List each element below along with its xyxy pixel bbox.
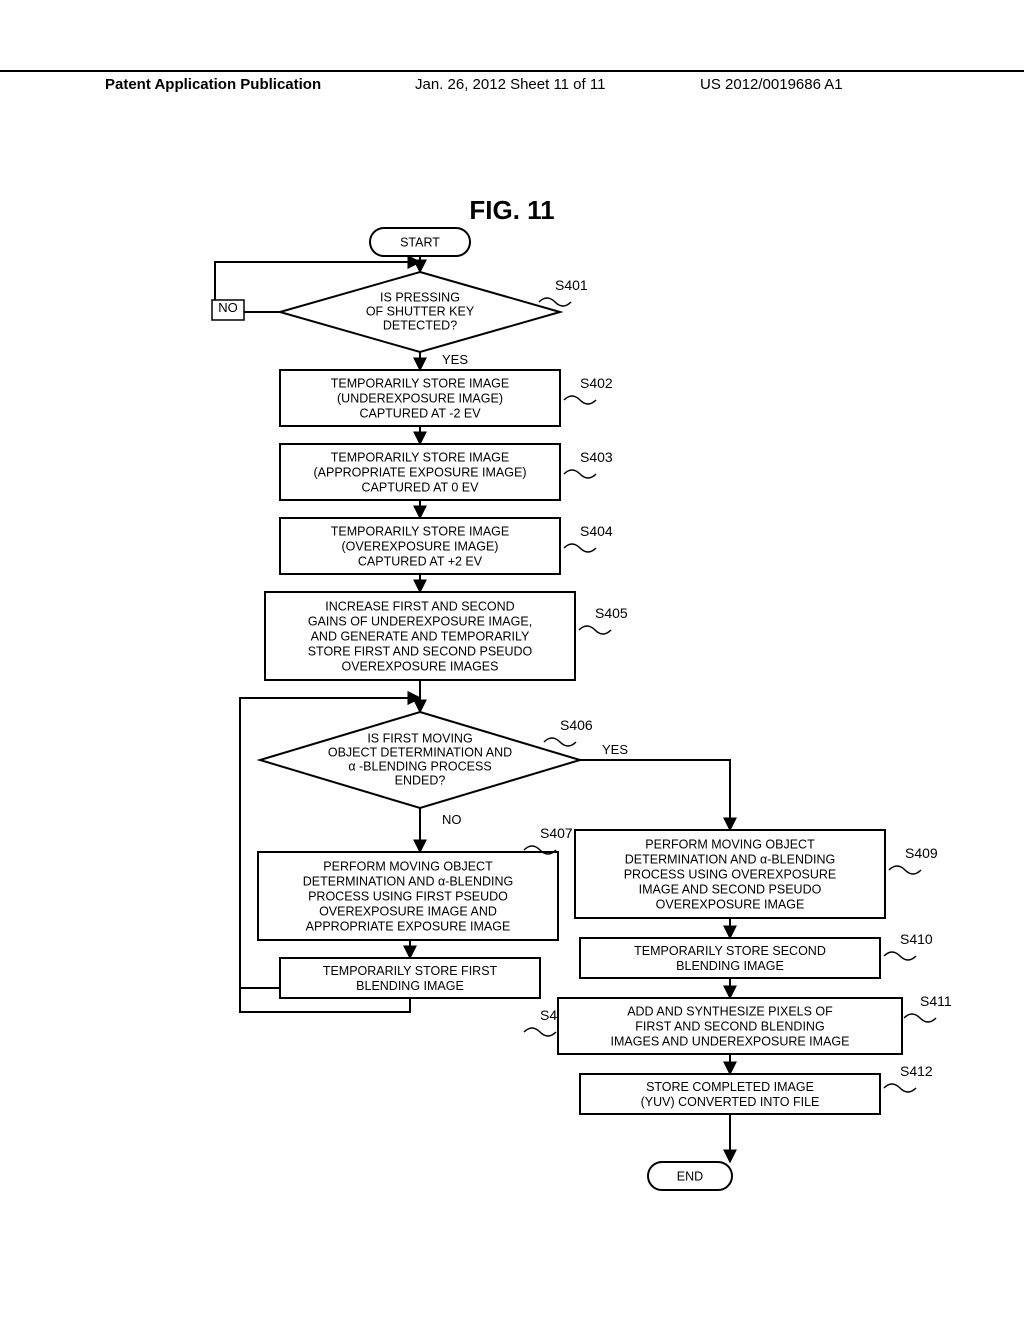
svg-text:AND GENERATE AND TEMPORARILY: AND GENERATE AND TEMPORARILY [311, 629, 530, 643]
svg-text:STORE FIRST AND SECOND PSEUDO: STORE FIRST AND SECOND PSEUDO [308, 644, 533, 658]
svg-text:CAPTURED AT +2 EV: CAPTURED AT +2 EV [358, 554, 483, 568]
svg-text:APPROPRIATE EXPOSURE IMAGE: APPROPRIATE EXPOSURE IMAGE [306, 919, 511, 933]
svg-text:OBJECT DETERMINATION AND: OBJECT DETERMINATION AND [328, 745, 512, 759]
svg-text:S409: S409 [905, 845, 938, 861]
svg-text:(UNDEREXPOSURE IMAGE): (UNDEREXPOSURE IMAGE) [337, 391, 503, 405]
svg-text:(APPROPRIATE EXPOSURE IMAGE): (APPROPRIATE EXPOSURE IMAGE) [313, 465, 526, 479]
svg-text:STORE COMPLETED IMAGE: STORE COMPLETED IMAGE [646, 1080, 814, 1094]
svg-text:S405: S405 [595, 605, 628, 621]
svg-text:INCREASE FIRST AND SECOND: INCREASE FIRST AND SECOND [325, 599, 514, 613]
svg-text:IS PRESSING: IS PRESSING [380, 290, 460, 304]
svg-text:OVEREXPOSURE IMAGES: OVEREXPOSURE IMAGES [342, 659, 499, 673]
svg-text:BLENDING IMAGE: BLENDING IMAGE [676, 959, 784, 973]
svg-text:DETERMINATION AND α-BLENDING: DETERMINATION AND α-BLENDING [625, 852, 836, 866]
svg-text:YES: YES [442, 352, 468, 367]
svg-text:ADD AND SYNTHESIZE PIXELS OF: ADD AND SYNTHESIZE PIXELS OF [627, 1004, 833, 1018]
page-root: Patent Application Publication Jan. 26, … [0, 0, 1024, 1320]
svg-text:BLENDING IMAGE: BLENDING IMAGE [356, 979, 464, 993]
svg-text:IMAGE AND SECOND PSEUDO: IMAGE AND SECOND PSEUDO [639, 882, 822, 896]
svg-text:CAPTURED AT -2 EV: CAPTURED AT -2 EV [359, 406, 481, 420]
svg-text:ENDED?: ENDED? [395, 773, 446, 787]
svg-text:PERFORM MOVING OBJECT: PERFORM MOVING OBJECT [323, 859, 493, 873]
svg-text:NO: NO [218, 300, 238, 315]
svg-text:IS FIRST MOVING: IS FIRST MOVING [367, 731, 472, 745]
svg-text:TEMPORARILY STORE IMAGE: TEMPORARILY STORE IMAGE [331, 376, 510, 390]
svg-text:OVEREXPOSURE IMAGE AND: OVEREXPOSURE IMAGE AND [319, 904, 497, 918]
svg-text:(OVEREXPOSURE IMAGE): (OVEREXPOSURE IMAGE) [342, 539, 499, 553]
svg-text:S406: S406 [560, 717, 593, 733]
svg-text:S412: S412 [900, 1063, 933, 1079]
svg-text:S407: S407 [540, 825, 573, 841]
flowchart-svg: START END IS PRESSINGOF SHUTTER KEYDETECTE… [0, 0, 1024, 1320]
svg-text:PERFORM MOVING OBJECT: PERFORM MOVING OBJECT [645, 837, 815, 851]
svg-text:TEMPORARILY STORE IMAGE: TEMPORARILY STORE IMAGE [331, 524, 510, 538]
svg-text:CAPTURED AT 0 EV: CAPTURED AT 0 EV [362, 480, 480, 494]
svg-text:NO: NO [442, 812, 462, 827]
svg-text:S403: S403 [580, 449, 613, 465]
svg-text:IMAGES AND UNDEREXPOSURE IMAGE: IMAGES AND UNDEREXPOSURE IMAGE [611, 1034, 850, 1048]
svg-text:TEMPORARILY STORE FIRST: TEMPORARILY STORE FIRST [323, 964, 498, 978]
svg-text:S401: S401 [555, 277, 588, 293]
svg-text:OF SHUTTER KEY: OF SHUTTER KEY [366, 304, 475, 318]
svg-text:END: END [677, 1169, 703, 1183]
svg-text:YES: YES [602, 742, 628, 757]
svg-text:S402: S402 [580, 375, 613, 391]
svg-text:S404: S404 [580, 523, 613, 539]
svg-text:TEMPORARILY STORE SECOND: TEMPORARILY STORE SECOND [634, 944, 826, 958]
svg-text:FIRST AND SECOND BLENDING: FIRST AND SECOND BLENDING [635, 1019, 824, 1033]
svg-text:DETERMINATION AND α-BLENDING: DETERMINATION AND α-BLENDING [303, 874, 514, 888]
svg-text:PROCESS USING OVEREXPOSURE: PROCESS USING OVEREXPOSURE [624, 867, 837, 881]
svg-text:S411: S411 [920, 993, 952, 1009]
svg-text:PROCESS USING FIRST PSEUDO: PROCESS USING FIRST PSEUDO [308, 889, 508, 903]
svg-text:GAINS OF UNDEREXPOSURE IMAGE,: GAINS OF UNDEREXPOSURE IMAGE, [308, 614, 532, 628]
svg-text:TEMPORARILY STORE IMAGE: TEMPORARILY STORE IMAGE [331, 450, 510, 464]
svg-text:START: START [400, 235, 440, 249]
svg-text:α -BLENDING PROCESS: α -BLENDING PROCESS [348, 759, 491, 773]
svg-text:(YUV) CONVERTED INTO FILE: (YUV) CONVERTED INTO FILE [641, 1095, 820, 1109]
svg-text:OVEREXPOSURE IMAGE: OVEREXPOSURE IMAGE [656, 897, 805, 911]
svg-text:DETECTED?: DETECTED? [383, 318, 457, 332]
svg-text:S410: S410 [900, 931, 933, 947]
